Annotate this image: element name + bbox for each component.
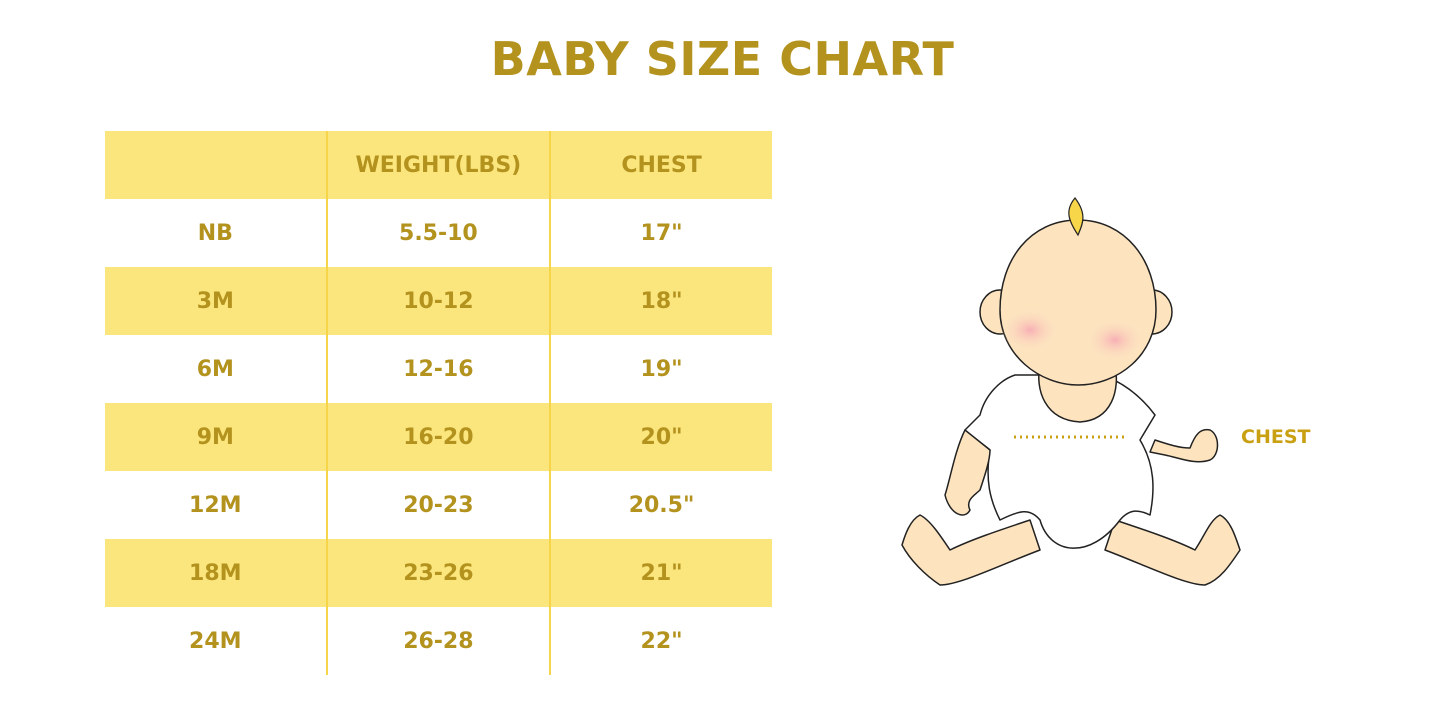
hair-curl	[1068, 197, 1084, 237]
table-row: 3M 10-12 18"	[105, 267, 772, 335]
left-arm	[944, 429, 991, 516]
baby-illustration	[901, 197, 1241, 586]
chest-cell: 18"	[549, 267, 772, 335]
size-cell: 6M	[196, 356, 234, 382]
size-cell: 24M	[189, 628, 242, 654]
chest-cell: 21"	[549, 539, 772, 607]
chest-cell: 20.5"	[549, 471, 772, 539]
table-row: 6M 12-16 19"	[105, 335, 772, 403]
chest-cell: 19"	[549, 335, 772, 403]
table-row: 18M 23-26 21"	[105, 539, 772, 607]
weight-cell: 26-28	[325, 607, 551, 675]
size-cell: 3M	[105, 267, 327, 335]
size-cell: 9M	[105, 403, 327, 471]
head	[999, 219, 1157, 386]
table-row: 12M 20-23 20.5"	[105, 471, 772, 539]
size-cell: NB	[197, 220, 233, 246]
weight-cell: 23-26	[325, 539, 551, 607]
right-cheek	[1085, 318, 1145, 362]
weight-cell: 20-23	[325, 471, 551, 539]
onesie	[964, 374, 1156, 549]
right-arm	[1149, 428, 1219, 463]
chest-label: CHEST	[1241, 426, 1311, 448]
right-leg	[1104, 514, 1241, 586]
header-cell: WEIGHT(LBS)	[325, 131, 551, 199]
header-cell: CHEST	[549, 131, 772, 199]
size-cell: 12M	[189, 492, 242, 518]
table-row: NB 5.5-10 17"	[105, 199, 772, 267]
left-cheek	[1000, 308, 1060, 352]
left-leg	[901, 514, 1041, 586]
chest-cell: 20"	[549, 403, 772, 471]
weight-cell: 5.5-10	[325, 199, 551, 267]
weight-cell: 10-12	[325, 267, 551, 335]
chest-cell: 17"	[549, 199, 772, 267]
size-cell: 18M	[105, 539, 327, 607]
table-row: 9M 16-20 20"	[105, 403, 772, 471]
size-table: WEIGHT(LBS) CHEST NB 5.5-10 17" 3M 10-12…	[105, 131, 772, 675]
header-cell	[105, 131, 327, 199]
weight-cell: 16-20	[325, 403, 551, 471]
weight-cell: 12-16	[325, 335, 551, 403]
table-header-row: WEIGHT(LBS) CHEST	[105, 131, 772, 199]
table-row: 24M 26-28 22"	[105, 607, 772, 675]
chest-cell: 22"	[549, 607, 772, 675]
page-title: BABY SIZE CHART	[490, 32, 955, 86]
